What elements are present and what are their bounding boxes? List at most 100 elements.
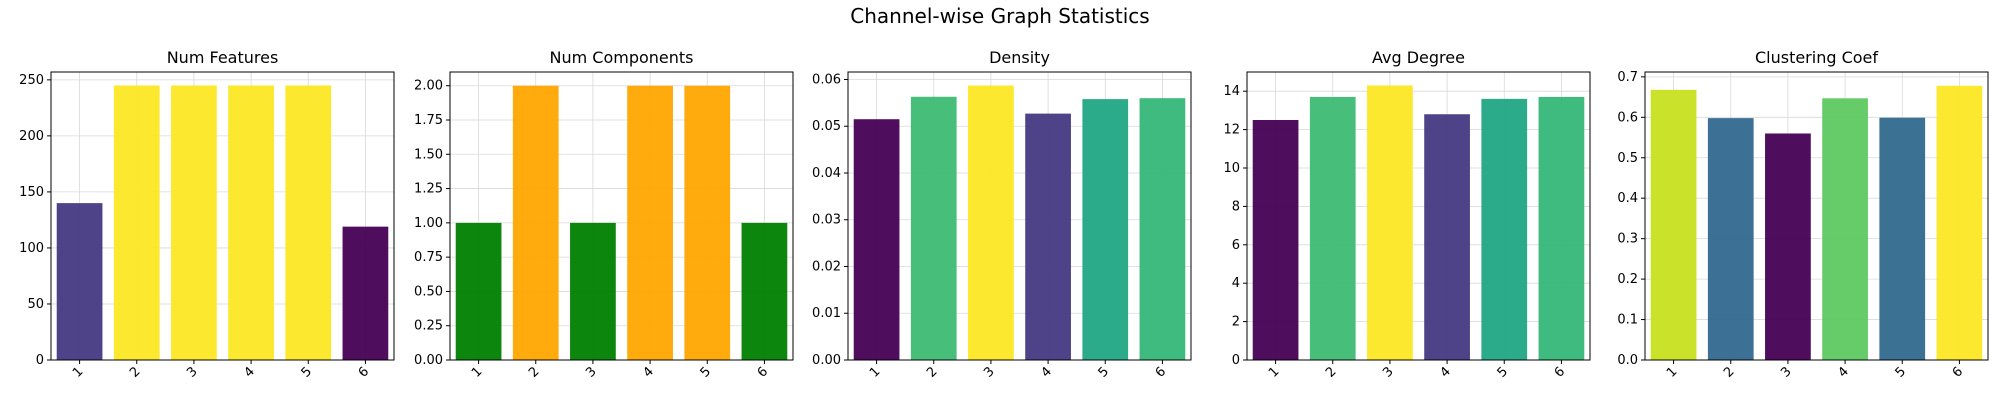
y-tick-label: 0.03: [812, 213, 841, 228]
y-tick-label: 14: [1223, 84, 1240, 99]
y-tick-label: 200: [19, 129, 44, 144]
bar-5: [1879, 117, 1926, 361]
x-tick-label: 1: [70, 364, 86, 380]
chart-panel-5: 0.0 0.1 0.2 0.3 0.4 0.5 0.6 0.7 1 2 3 4 5 6 Clustering…: [1617, 48, 1989, 381]
bar-5: [285, 85, 332, 360]
x-tick-label: 3: [1778, 364, 1794, 380]
bar-6: [1538, 96, 1585, 361]
x-tick-label: 5: [1495, 364, 1511, 380]
bar-2: [512, 85, 559, 360]
bar-3: [570, 222, 616, 360]
y-tick-label: 1.75: [414, 113, 443, 128]
x-tick-label: 2: [127, 364, 143, 380]
bar-1: [56, 203, 103, 360]
y-tick-label: 0: [36, 353, 44, 368]
bar-5: [1481, 98, 1528, 360]
y-tick-label: 0.00: [414, 353, 443, 368]
y-tick-label: 0.25: [414, 319, 443, 334]
bar-3: [1367, 85, 1413, 360]
y-tick-label: 0.7: [1617, 70, 1638, 85]
bar-4: [1424, 114, 1470, 361]
x-tick-label: 4: [640, 364, 656, 380]
chart-title: Clustering Coef: [1755, 48, 1878, 67]
axes-frame: [1644, 71, 1989, 361]
chart-panel-1: 0 50 100 150 200 250 1 2 3 4 5 6 Num Features: [19, 48, 395, 381]
x-tick-label: 6: [356, 364, 372, 380]
x-tick-label: 2: [1721, 364, 1737, 380]
chart-panel-3: 0.00 0.01 0.02 0.03 0.04 0.05 0.06 1 2 3 4 5 6 Densit…: [812, 48, 1192, 381]
axes-frame: [50, 71, 395, 361]
y-tick-label: 150: [19, 185, 44, 200]
axes-frame: [847, 71, 1192, 361]
bar-6: [741, 222, 788, 360]
y-tick-label: 2.00: [414, 79, 443, 94]
y-tick-label: 1.00: [414, 216, 443, 231]
x-tick-label: 4: [241, 364, 257, 380]
y-tick-label: 2: [1232, 315, 1240, 330]
x-tick-label: 5: [698, 364, 714, 380]
bar-4: [1025, 113, 1071, 361]
bar-4: [228, 85, 274, 360]
chart-title: Num Components: [549, 48, 693, 67]
bar-1: [853, 119, 900, 360]
x-tick-label: 1: [867, 364, 883, 380]
x-tick-label: 5: [1096, 364, 1112, 380]
chart-title: Num Features: [167, 48, 279, 67]
bar-2: [1309, 96, 1356, 361]
y-tick-label: 0.5: [1617, 151, 1638, 166]
x-tick-label: 4: [1835, 364, 1851, 380]
y-tick-label: 10: [1223, 161, 1240, 176]
y-tick-label: 12: [1223, 123, 1240, 138]
y-tick-label: 0.4: [1617, 191, 1638, 206]
bar-6: [1139, 98, 1186, 360]
y-tick-label: 0.02: [812, 259, 841, 274]
x-tick-label: 1: [469, 364, 485, 380]
x-tick-label: 1: [1664, 364, 1680, 380]
chart-title: Avg Degree: [1372, 48, 1465, 67]
y-tick-label: 0: [1232, 353, 1240, 368]
x-tick-label: 3: [583, 364, 599, 380]
bar-3: [1765, 133, 1811, 360]
figure-title: Channel-wise Graph Statistics: [850, 4, 1150, 28]
x-tick-label: 4: [1437, 364, 1453, 380]
chart-panel-2: 0.00 0.25 0.50 0.75 1.00 1.25 1.50 1.75 2.00 1 2 3 4…: [414, 48, 794, 381]
x-tick-label: 2: [924, 364, 940, 380]
y-tick-label: 0.1: [1617, 313, 1638, 328]
x-tick-label: 3: [981, 364, 997, 380]
x-tick-label: 3: [184, 364, 200, 380]
y-tick-label: 0.0: [1617, 353, 1638, 368]
bar-5: [684, 85, 731, 360]
y-tick-label: 0.05: [812, 119, 841, 134]
bar-6: [1936, 85, 1983, 360]
chart-title: Density: [989, 48, 1050, 67]
bar-1: [1650, 89, 1697, 360]
x-tick-label: 6: [755, 364, 771, 380]
bar-2: [113, 85, 160, 360]
y-tick-label: 0.3: [1617, 232, 1638, 247]
axes-frame: [1246, 71, 1591, 361]
y-tick-label: 0.75: [414, 250, 443, 265]
y-tick-label: 1.50: [414, 147, 443, 162]
bar-3: [171, 85, 217, 360]
x-tick-label: 1: [1266, 364, 1282, 380]
y-tick-label: 1.25: [414, 182, 443, 197]
bar-3: [968, 85, 1014, 360]
y-tick-label: 8: [1232, 199, 1240, 214]
x-tick-label: 6: [1153, 364, 1169, 380]
x-tick-label: 6: [1552, 364, 1568, 380]
x-tick-label: 5: [1893, 364, 1909, 380]
bar-1: [455, 222, 502, 360]
y-tick-label: 6: [1232, 238, 1240, 253]
y-tick-label: 50: [27, 297, 44, 312]
x-tick-label: 2: [526, 364, 542, 380]
bar-6: [342, 226, 389, 360]
x-tick-label: 5: [299, 364, 315, 380]
bar-2: [910, 96, 957, 360]
x-tick-label: 4: [1038, 364, 1054, 380]
y-tick-label: 100: [19, 241, 44, 256]
bar-1: [1252, 120, 1299, 360]
y-tick-label: 0.06: [812, 72, 841, 87]
bar-4: [1822, 98, 1868, 360]
